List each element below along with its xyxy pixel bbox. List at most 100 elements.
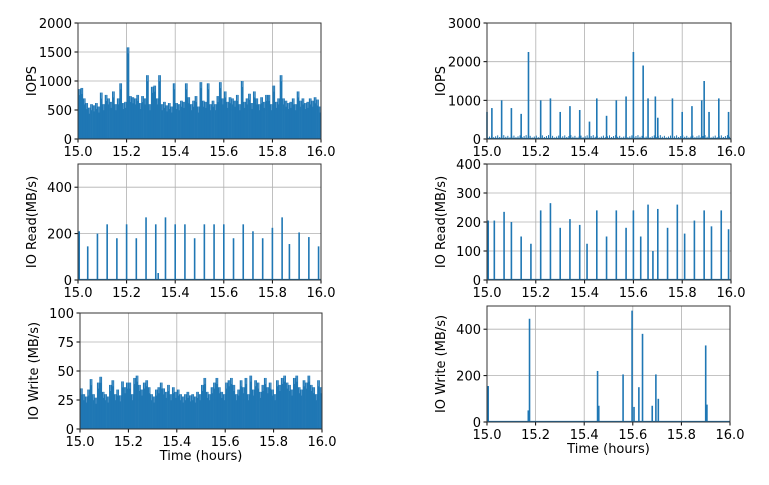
x-tick-label: 16.0 [308,435,337,450]
bar [274,101,278,139]
x-tick-label: 15.2 [521,145,550,160]
bar-detail [238,389,240,396]
bar [592,135,594,139]
bar [95,103,98,139]
bar-detail [165,391,167,398]
bar-detail [212,100,214,107]
bar-detail [159,75,161,82]
bar [300,389,303,429]
bar [259,391,262,429]
bar [606,136,608,139]
bar [82,394,86,429]
bar [294,104,297,139]
bar [316,99,319,139]
bar [175,103,178,139]
bar [193,396,197,429]
y-tick-label: 50 [57,365,74,380]
bar-detail [242,81,243,87]
bar [631,310,633,422]
bar [527,410,530,422]
y-tick-label: 0 [64,133,72,148]
bar [213,382,216,429]
bar [282,98,285,139]
bar [184,224,186,280]
bar-detail [254,91,255,98]
bar [92,105,96,139]
bar-detail [105,394,107,401]
bar [726,135,728,139]
y-axis-label: IOPS [25,66,40,96]
bar [116,389,120,429]
bar [728,136,730,139]
bar [99,376,103,429]
bar [80,388,83,429]
bar [308,98,312,139]
bar [188,395,192,429]
bar [86,246,89,280]
bar [206,83,210,139]
bar [505,136,507,139]
bar-detail [237,94,238,101]
bar [99,92,103,139]
bar [306,101,310,139]
bar [706,136,708,139]
bar [295,375,299,429]
bar-detail [188,97,190,104]
bar [201,384,204,429]
bar-detail [101,92,102,99]
bar-detail [137,94,139,101]
bar [254,380,257,429]
bar [218,82,222,139]
x-tick-label: 15.4 [570,145,599,160]
bar-detail [301,389,303,396]
bar-detail [158,387,160,394]
bar [301,98,305,139]
x-tick-label: 15.0 [66,435,95,450]
bar [138,103,142,139]
bar [314,394,318,429]
bar [222,394,226,429]
bar [277,98,280,139]
bar [138,384,141,429]
y-tick-label: 2000 [448,56,481,71]
bar [541,135,543,139]
bar [288,244,291,280]
bar [119,83,123,139]
bar [703,81,705,139]
bar [305,382,308,429]
bar [487,220,490,280]
y-axis-label: IO Read(MB/s) [25,176,40,268]
bar [78,231,81,280]
bar [700,100,703,139]
y-tick-label: 500 [47,104,72,119]
bar [562,136,564,139]
bar-detail [88,389,90,396]
bar [123,387,127,429]
bar [136,94,140,139]
bar [549,203,552,280]
bar-detail [261,97,263,104]
bar [235,94,239,139]
bar [116,98,120,139]
bar [272,85,276,139]
bar [702,136,704,139]
bar [155,389,158,429]
bar-detail [320,387,322,394]
bar [308,237,310,280]
x-tick-label: 15.0 [64,286,93,301]
bar [495,136,497,139]
bar [584,136,586,139]
bar [102,104,106,139]
bar [256,382,260,429]
bar-detail [302,98,304,105]
bar-detail [267,387,269,394]
bar [625,227,627,280]
bar [297,387,301,429]
bar-detail [314,97,316,104]
bar-detail [110,384,111,391]
bar-detail [231,377,232,384]
bar [203,377,207,429]
bar [187,97,191,139]
bar [116,238,118,280]
bar-detail [266,94,267,101]
